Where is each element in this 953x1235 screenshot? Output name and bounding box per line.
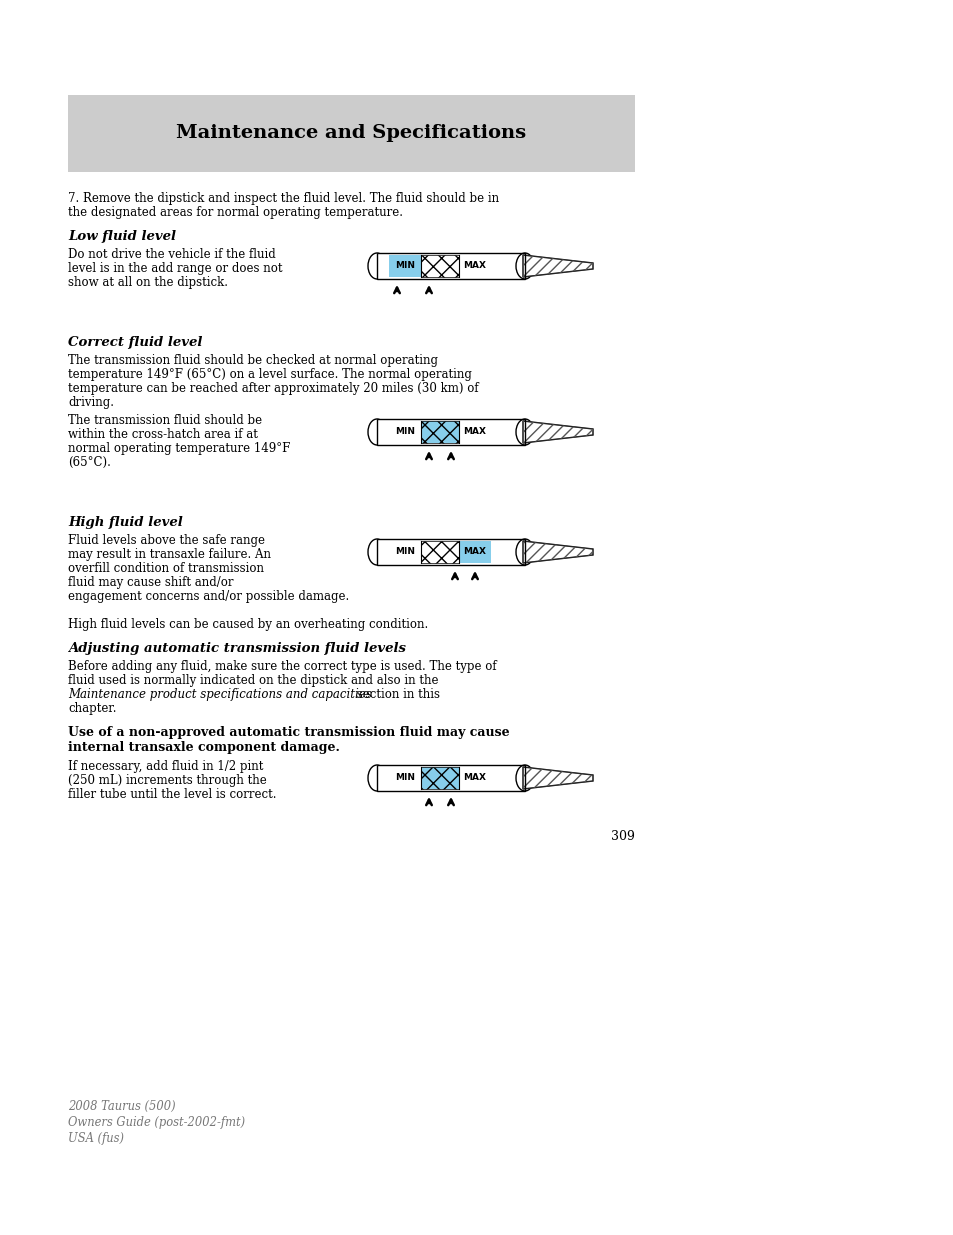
Bar <box>376 764 524 790</box>
Text: filler tube until the level is correct.: filler tube until the level is correct. <box>68 788 276 802</box>
Bar <box>376 419 524 445</box>
Text: section in this: section in this <box>353 688 439 701</box>
Text: fluid may cause shift and/or: fluid may cause shift and/or <box>68 576 233 589</box>
FancyBboxPatch shape <box>68 95 635 172</box>
Text: MAX: MAX <box>463 773 486 783</box>
Text: Correct fluid level: Correct fluid level <box>68 336 202 350</box>
Ellipse shape <box>368 538 386 564</box>
Text: 309: 309 <box>611 830 635 844</box>
Text: Low fluid level: Low fluid level <box>68 230 175 243</box>
Text: Fluid levels above the safe range: Fluid levels above the safe range <box>68 534 265 547</box>
Bar <box>376 764 524 790</box>
Text: MAX: MAX <box>463 547 486 557</box>
Bar <box>420 421 458 443</box>
Text: The transmission fluid should be checked at normal operating: The transmission fluid should be checked… <box>68 354 437 367</box>
Text: chapter.: chapter. <box>68 701 116 715</box>
Ellipse shape <box>516 538 534 564</box>
Text: USA (fus): USA (fus) <box>68 1132 124 1145</box>
Text: MIN: MIN <box>395 427 415 436</box>
Bar <box>458 541 491 563</box>
Text: Use of a non-approved automatic transmission fluid may cause: Use of a non-approved automatic transmis… <box>68 726 509 739</box>
Bar <box>420 767 458 789</box>
Ellipse shape <box>516 253 534 279</box>
Text: Do not drive the vehicle if the fluid: Do not drive the vehicle if the fluid <box>68 248 275 261</box>
Bar <box>420 767 458 789</box>
Bar <box>389 254 420 277</box>
Bar <box>420 541 458 563</box>
Bar <box>420 254 458 277</box>
Text: Maintenance and Specifications: Maintenance and Specifications <box>176 125 526 142</box>
Text: temperature can be reached after approximately 20 miles (30 km) of: temperature can be reached after approxi… <box>68 382 478 395</box>
Text: normal operating temperature 149°F: normal operating temperature 149°F <box>68 442 290 454</box>
Text: 2008 Taurus (500): 2008 Taurus (500) <box>68 1100 175 1113</box>
Ellipse shape <box>368 419 386 445</box>
Text: overfill condition of transmission: overfill condition of transmission <box>68 562 264 576</box>
Bar <box>376 538 524 564</box>
Text: the designated areas for normal operating temperature.: the designated areas for normal operatin… <box>68 206 402 219</box>
Text: Adjusting automatic transmission fluid levels: Adjusting automatic transmission fluid l… <box>68 642 406 655</box>
Text: (65°C).: (65°C). <box>68 456 111 469</box>
Bar <box>376 419 524 445</box>
Polygon shape <box>522 254 593 277</box>
Bar <box>376 538 524 564</box>
Text: High fluid level: High fluid level <box>68 516 183 529</box>
Text: MAX: MAX <box>463 427 486 436</box>
Text: (250 mL) increments through the: (250 mL) increments through the <box>68 774 267 787</box>
Polygon shape <box>522 421 593 443</box>
Bar <box>376 253 524 279</box>
Text: fluid used is normally indicated on the dipstick and also in the: fluid used is normally indicated on the … <box>68 674 438 687</box>
Polygon shape <box>522 541 593 563</box>
Ellipse shape <box>368 764 386 790</box>
Text: Owners Guide (post-2002-fmt): Owners Guide (post-2002-fmt) <box>68 1116 245 1129</box>
Text: show at all on the dipstick.: show at all on the dipstick. <box>68 275 228 289</box>
Text: within the cross-hatch area if at: within the cross-hatch area if at <box>68 429 257 441</box>
Text: may result in transaxle failure. An: may result in transaxle failure. An <box>68 548 271 561</box>
Text: driving.: driving. <box>68 396 113 409</box>
Text: 7. Remove the dipstick and inspect the fluid level. The fluid should be in: 7. Remove the dipstick and inspect the f… <box>68 191 498 205</box>
Ellipse shape <box>368 253 386 279</box>
Text: MIN: MIN <box>395 262 415 270</box>
Text: High fluid levels can be caused by an overheating condition.: High fluid levels can be caused by an ov… <box>68 618 428 631</box>
Bar <box>376 253 524 279</box>
Text: MIN: MIN <box>395 547 415 557</box>
Text: temperature 149°F (65°C) on a level surface. The normal operating: temperature 149°F (65°C) on a level surf… <box>68 368 472 382</box>
Ellipse shape <box>516 419 534 445</box>
Text: If necessary, add fluid in 1/2 pint: If necessary, add fluid in 1/2 pint <box>68 760 263 773</box>
Text: internal transaxle component damage.: internal transaxle component damage. <box>68 741 339 755</box>
Text: The transmission fluid should be: The transmission fluid should be <box>68 414 262 427</box>
Text: Maintenance product specifications and capacities: Maintenance product specifications and c… <box>68 688 372 701</box>
Text: MAX: MAX <box>463 262 486 270</box>
Text: MIN: MIN <box>395 773 415 783</box>
Ellipse shape <box>516 764 534 790</box>
Text: Before adding any fluid, make sure the correct type is used. The type of: Before adding any fluid, make sure the c… <box>68 659 497 673</box>
Bar <box>420 421 458 443</box>
Text: engagement concerns and/or possible damage.: engagement concerns and/or possible dama… <box>68 590 349 603</box>
Text: level is in the add range or does not: level is in the add range or does not <box>68 262 282 275</box>
Polygon shape <box>522 767 593 789</box>
